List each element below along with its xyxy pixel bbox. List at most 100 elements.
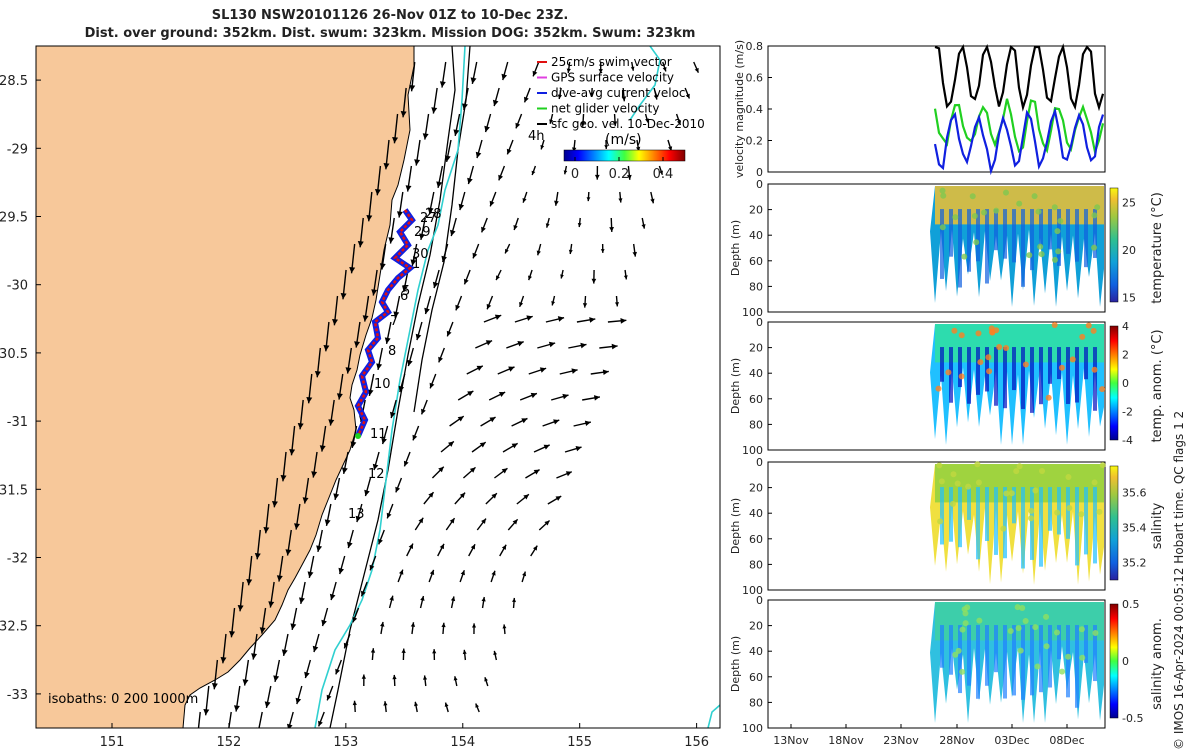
arrow-head (407, 359, 413, 367)
arrow-head (662, 67, 667, 72)
velocity-arrow (498, 165, 506, 181)
velocity-arrow (211, 659, 219, 690)
velocity-arrow (400, 87, 407, 118)
colorbar-label: salinity anom. (1150, 618, 1165, 710)
velocity-arrow (410, 622, 416, 635)
velocity-arrow (471, 623, 477, 635)
arrow-head (306, 396, 313, 404)
velocity-arrow (525, 469, 540, 479)
arrow-head (484, 125, 490, 133)
velocity-arrow (246, 555, 253, 586)
velocity-arrow (444, 139, 452, 162)
profile-data-point (1002, 189, 1009, 196)
profile-data-streak (1021, 487, 1025, 569)
velocity-arrow (577, 217, 582, 228)
velocity-arrow (263, 503, 270, 534)
profile-data-streak (985, 625, 989, 686)
velocity-arrow (540, 139, 545, 150)
arrow-head (427, 207, 434, 214)
depth-tick-label: 60 (749, 255, 763, 268)
velocity-arrow (545, 217, 550, 228)
arrow-head (195, 735, 201, 741)
arrow-head (289, 448, 296, 456)
arrow-head (512, 519, 518, 525)
arrow-head (540, 145, 545, 150)
map-x-tick-label: 156 (684, 735, 709, 750)
arrow-head (297, 422, 304, 430)
profile-data-point (1094, 204, 1101, 211)
arrow-head (544, 520, 550, 526)
arrow-head (367, 389, 374, 396)
isobath-1000m-north (629, 46, 661, 121)
arrow-head (302, 497, 309, 504)
profile-data-point (938, 478, 945, 485)
arrow-head (494, 314, 502, 321)
arrow-head (571, 368, 578, 374)
arrow-head (414, 701, 419, 707)
arrow-head (557, 316, 565, 322)
profile-data-point (1003, 344, 1010, 351)
profile-data-streak (1093, 487, 1097, 564)
velocity-arrow (511, 417, 528, 427)
arrow-head (685, 93, 690, 99)
velocity-arrow (324, 503, 332, 526)
arrow-head (536, 250, 541, 256)
depth-tick-label: 20 (749, 620, 763, 633)
arrow-head (401, 648, 406, 653)
profile-data-point (981, 209, 988, 216)
velocity-arrow (533, 444, 550, 453)
arrow-head (410, 259, 417, 266)
arrow-head (530, 392, 537, 399)
track-day-label: 10 (374, 377, 391, 392)
track-day-label: 1 (412, 257, 420, 272)
profile-data-point (1039, 468, 1046, 475)
arrow-head (493, 650, 498, 656)
velocity-arrow (636, 139, 641, 152)
profile-data-streak (1066, 625, 1070, 698)
velocity-arrow (220, 633, 227, 664)
surface-velocity-arrows (195, 61, 700, 741)
profile-data-streak (958, 487, 962, 548)
velocity-arrow (512, 597, 517, 609)
track-day-label: 8 (388, 344, 396, 359)
arrow-head (621, 96, 627, 102)
velocity-arrow (237, 581, 244, 612)
profile-data-streak (1084, 625, 1088, 663)
velocity-arrow (271, 477, 279, 508)
arrow-head (612, 121, 618, 126)
colorbar-tick-label: 0.5 (1122, 598, 1140, 611)
profile-data-point (1091, 366, 1098, 373)
velocity-arrow (268, 581, 275, 608)
velocity-arrow (285, 529, 292, 556)
profile-data-point (1008, 490, 1015, 497)
velocity-arrow (693, 61, 700, 73)
velocity-arrow (298, 581, 306, 604)
velocity-arrow (307, 555, 315, 578)
colorbar-tick-label: 0 (1122, 377, 1129, 390)
arrow-head (472, 252, 478, 259)
arrow-head (400, 110, 407, 118)
velocity-arrow (453, 676, 458, 687)
arrow-head (211, 682, 218, 690)
velocity-arrow (233, 685, 241, 712)
profile-data-streak (958, 209, 962, 288)
velocity-arrow (549, 113, 554, 124)
arrow-head (450, 229, 456, 237)
velocity-arrow (653, 87, 658, 100)
velocity-arrow (538, 520, 551, 531)
depth-tick-label: 100 (742, 584, 763, 597)
arrow-head (659, 170, 663, 175)
velocity-arrow (547, 495, 562, 505)
arrow-head (636, 146, 641, 152)
arrow-head (298, 597, 305, 604)
arrow-head (526, 315, 533, 321)
credit-line: © IMOS 16-Apr-2024 00:05:12 Hobart time.… (1172, 410, 1186, 750)
velocity-arrow (383, 701, 388, 713)
velocity-arrow (470, 61, 478, 84)
arrow-head (450, 596, 456, 602)
velocity-arrow (662, 61, 667, 72)
velocity-arrow (486, 295, 494, 310)
velocity-arrow (532, 61, 540, 77)
arrow-head (557, 94, 563, 100)
velocity-arrow (388, 217, 395, 244)
